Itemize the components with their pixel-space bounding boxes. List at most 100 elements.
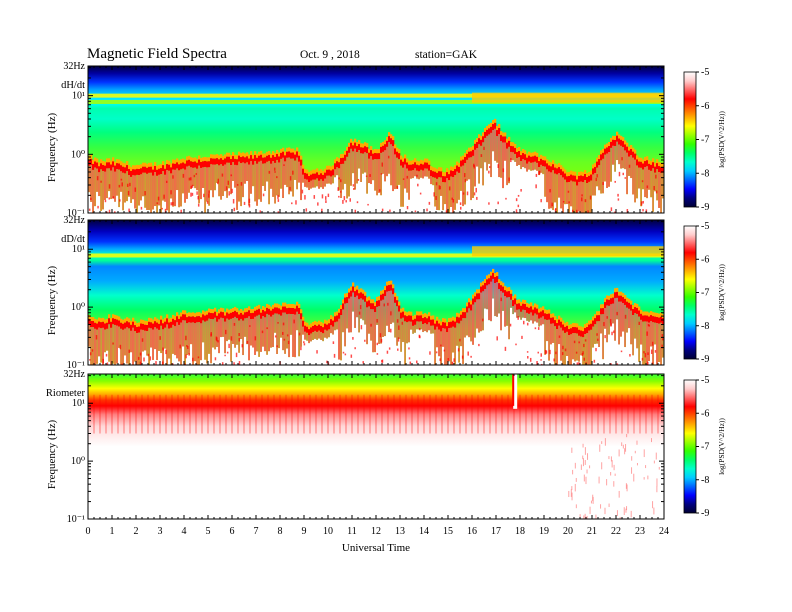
below-cutoff bbox=[378, 192, 381, 213]
noise-band bbox=[514, 304, 517, 313]
cutoff-rim bbox=[398, 149, 401, 154]
noise-band bbox=[268, 314, 271, 352]
speckle bbox=[248, 204, 251, 208]
cutoff-rim bbox=[210, 309, 213, 314]
cutoff-red bbox=[644, 161, 647, 168]
cutoff-rim bbox=[228, 309, 231, 314]
noise-band bbox=[430, 325, 433, 334]
below-cutoff bbox=[352, 173, 355, 213]
below-cutoff bbox=[340, 197, 343, 213]
noise-band bbox=[466, 312, 469, 336]
cutoff-rim bbox=[542, 156, 545, 161]
speckle bbox=[567, 190, 570, 193]
speckle bbox=[283, 164, 285, 166]
speckle bbox=[647, 361, 649, 365]
speckle bbox=[624, 177, 626, 179]
cutoff-rim bbox=[644, 311, 647, 316]
cutoff-red bbox=[474, 296, 477, 303]
noise-band bbox=[186, 323, 189, 355]
cutoff-rim bbox=[498, 124, 501, 129]
below-cutoff bbox=[396, 188, 399, 213]
cutoff-rim bbox=[218, 309, 221, 314]
cutoff-rim bbox=[94, 157, 97, 162]
below-cutoff bbox=[156, 360, 159, 365]
cutoff-rim bbox=[110, 317, 113, 322]
noise-band bbox=[660, 172, 663, 213]
below-cutoff bbox=[454, 209, 457, 213]
noise-band bbox=[464, 318, 467, 338]
below-cutoff bbox=[466, 335, 469, 365]
noise-band bbox=[172, 169, 175, 207]
cutoff-rim bbox=[482, 281, 485, 286]
speckle bbox=[303, 341, 305, 344]
cutoff-rim bbox=[508, 287, 511, 292]
cutoff-rim bbox=[356, 285, 359, 290]
cutoff-red bbox=[604, 302, 607, 309]
cutoff-red bbox=[422, 318, 425, 325]
cutoff-rim bbox=[520, 301, 523, 306]
speckle bbox=[480, 154, 483, 158]
cutoff-rim bbox=[94, 318, 97, 323]
cutoff-red bbox=[518, 151, 521, 158]
cutoff-rim bbox=[352, 282, 355, 287]
speckle bbox=[644, 352, 647, 358]
speckle bbox=[106, 362, 109, 365]
cutoff-rim bbox=[212, 154, 215, 159]
cutoff-rim bbox=[156, 165, 159, 170]
noise-band bbox=[218, 319, 221, 354]
cutoff-rim bbox=[124, 163, 127, 168]
noise-band bbox=[368, 158, 371, 184]
noise-band bbox=[248, 316, 251, 361]
speckle bbox=[228, 191, 230, 196]
below-cutoff bbox=[468, 337, 471, 365]
cutoff-rim bbox=[434, 167, 437, 172]
cutoff-rim bbox=[520, 151, 523, 156]
below-cutoff bbox=[368, 183, 371, 213]
cutoff-red bbox=[342, 157, 345, 164]
cutoff-rim bbox=[144, 320, 147, 325]
speckle bbox=[185, 335, 187, 341]
cutoff-rim bbox=[282, 147, 285, 152]
cutoff-rim bbox=[388, 132, 391, 137]
speckle bbox=[526, 351, 529, 353]
speckle bbox=[624, 448, 626, 455]
speckle bbox=[500, 297, 502, 302]
cutoff-red bbox=[426, 318, 429, 325]
cutoff-red bbox=[136, 168, 139, 175]
noise-band bbox=[92, 327, 95, 365]
cutoff-rim bbox=[642, 159, 645, 164]
noise-band bbox=[600, 314, 603, 334]
below-cutoff bbox=[100, 210, 103, 213]
noise-band bbox=[416, 321, 419, 330]
speckle bbox=[197, 203, 200, 207]
speckle bbox=[568, 490, 570, 498]
noise-band bbox=[178, 324, 181, 362]
noise-band bbox=[510, 151, 513, 160]
noise-band bbox=[398, 311, 401, 339]
noise-band bbox=[504, 296, 507, 327]
cutoff-red bbox=[118, 320, 121, 327]
below-cutoff bbox=[538, 175, 541, 213]
speckle bbox=[578, 341, 580, 344]
below-cutoff bbox=[292, 196, 295, 213]
cutoff-red bbox=[102, 321, 105, 328]
speckle bbox=[482, 318, 484, 322]
cutoff-red bbox=[108, 318, 111, 325]
below-cutoff bbox=[474, 186, 477, 213]
noise-band bbox=[362, 153, 365, 174]
cutoff-red bbox=[188, 159, 191, 166]
noise-band bbox=[626, 307, 629, 333]
cutoff-red bbox=[432, 171, 435, 178]
below-cutoff bbox=[334, 177, 337, 213]
noise-band bbox=[278, 314, 281, 349]
cutoff-red bbox=[590, 174, 593, 181]
cutoff-rim bbox=[116, 159, 119, 164]
cutoff-rim bbox=[202, 310, 205, 315]
below-cutoff bbox=[490, 321, 493, 365]
noise-band bbox=[106, 328, 109, 351]
speckle bbox=[326, 360, 328, 364]
cutoff-rim bbox=[530, 152, 533, 157]
below-cutoff bbox=[338, 359, 341, 365]
noise-band bbox=[266, 161, 269, 182]
speckle bbox=[584, 199, 587, 203]
